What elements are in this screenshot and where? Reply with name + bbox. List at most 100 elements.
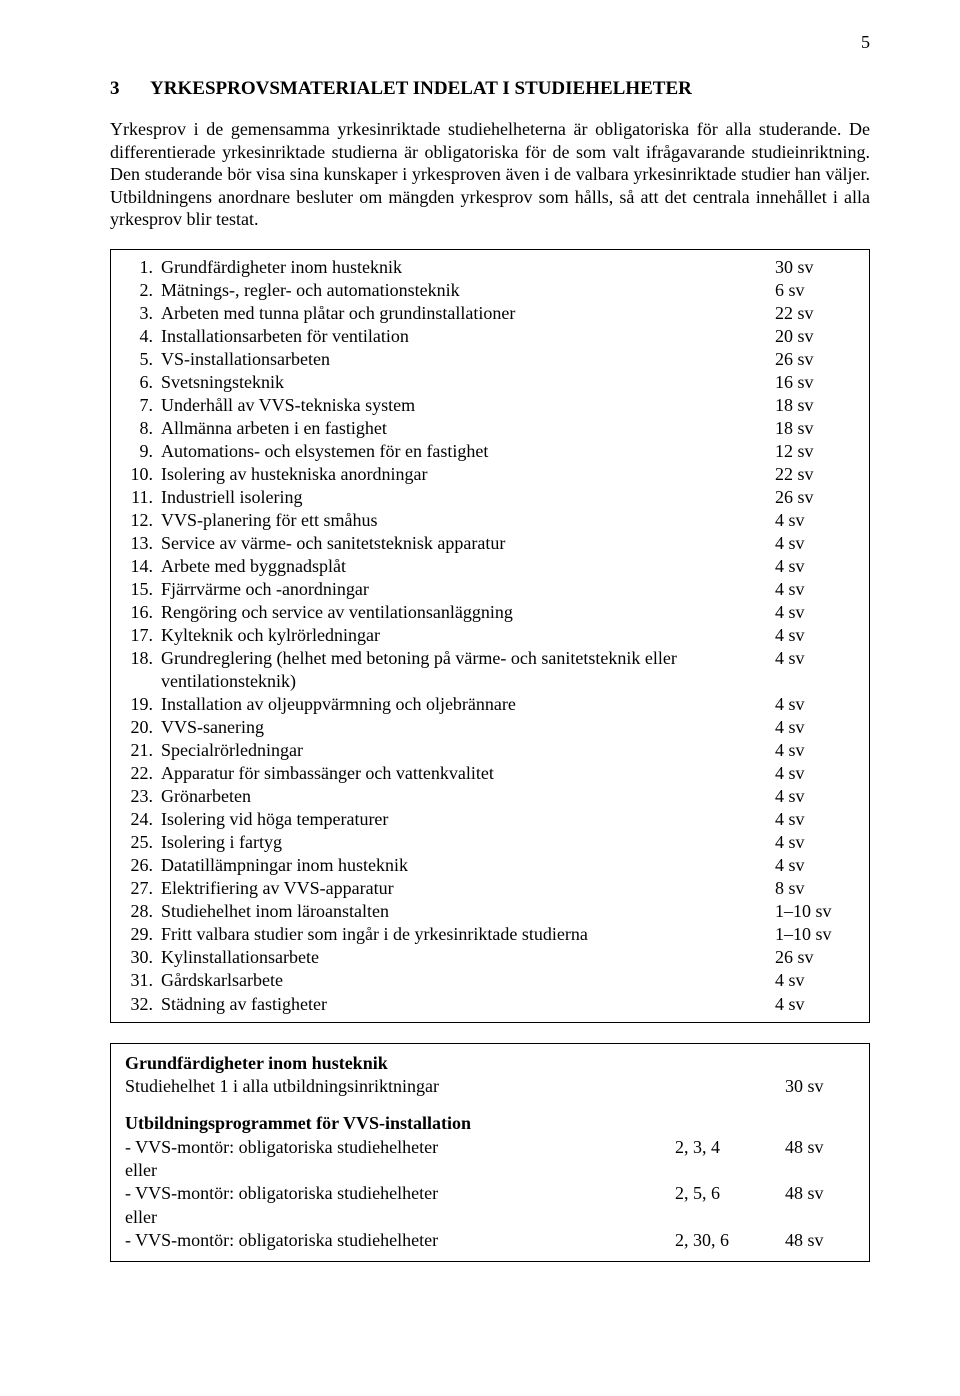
list-item-number: 13. [125,532,159,555]
list-item-label: Isolering vid höga temperaturer [159,808,775,831]
list-item-value: 4 sv [775,831,855,854]
list-item: 19.Installation av oljeuppvärmning och o… [125,693,855,716]
list-item-label: Datatillämpningar inom husteknik [159,854,775,877]
list-item-label: Kylinstallationsarbete [159,946,775,969]
list-item-label: Grundfärdigheter inom husteknik [159,256,775,279]
list-item: 30.Kylinstallationsarbete26 sv [125,946,855,969]
study-list-box: 1.Grundfärdigheter inom husteknik30 sv2.… [110,249,870,1023]
program-subtitle-col2 [675,1075,785,1098]
page-number: 5 [861,32,870,53]
list-item-value: 4 sv [775,993,855,1016]
list-item-value: 22 sv [775,463,855,486]
list-item-value: 4 sv [775,969,855,992]
list-item-label: Rengöring och service av ventilationsanl… [159,601,775,624]
list-item-number: 24. [125,808,159,831]
list-item-label: Isolering i fartyg [159,831,775,854]
list-item-number: 6. [125,371,159,394]
list-item: 2.Mätnings-, regler- och automationstekn… [125,279,855,302]
list-item-value: 4 sv [775,785,855,808]
heading-text: YRKESPROVSMATERIALET INDELAT I STUDIEHEL… [150,78,692,99]
list-item-value: 1–10 sv [775,900,855,923]
list-item-number: 18. [125,647,159,693]
list-item-value: 26 sv [775,486,855,509]
list-item: 15.Fjärrvärme och -anordningar4 sv [125,578,855,601]
program-row-value [785,1206,855,1229]
list-item-label: Installationsarbeten för ventilation [159,325,775,348]
list-item-label: Grönarbeten [159,785,775,808]
program-row-label: eller [125,1159,675,1182]
list-item-value: 4 sv [775,509,855,532]
program-rows: - VVS-montör: obligatoriska studiehelhet… [125,1136,855,1253]
list-item-number: 22. [125,762,159,785]
list-item-label: Arbete med byggnadsplåt [159,555,775,578]
list-item-value: 18 sv [775,417,855,440]
list-item: 4.Installationsarbeten för ventilation20… [125,325,855,348]
list-item: 17.Kylteknik och kylrörledningar4 sv [125,624,855,647]
list-item: 7.Underhåll av VVS-tekniska system18 sv [125,394,855,417]
list-item: 21.Specialrörledningar4 sv [125,739,855,762]
list-item-label: Underhåll av VVS-tekniska system [159,394,775,417]
list-item-number: 12. [125,509,159,532]
program-row-codes: 2, 5, 6 [675,1182,785,1205]
list-item: 31.Gårdskarlsarbete 4 sv [125,969,855,992]
list-item-value: 6 sv [775,279,855,302]
list-item: 24.Isolering vid höga temperaturer4 sv [125,808,855,831]
list-item-number: 10. [125,463,159,486]
list-item-number: 20. [125,716,159,739]
list-item-label: Städning av fastigheter [159,993,775,1016]
list-item-value: 4 sv [775,808,855,831]
heading-number: 3 [110,78,146,100]
list-item: 16.Rengöring och service av ventilations… [125,601,855,624]
list-item: 13.Service av värme- och sanitetsteknisk… [125,532,855,555]
list-item: 25.Isolering i fartyg4 sv [125,831,855,854]
list-item-value: 1–10 sv [775,923,855,946]
list-item-number: 14. [125,555,159,578]
list-item-value: 4 sv [775,555,855,578]
list-item-number: 7. [125,394,159,417]
list-item-label: Fjärrvärme och -anordningar [159,578,775,601]
list-item-label: Svetsningsteknik [159,371,775,394]
list-item-label: VVS-planering för ett småhus [159,509,775,532]
program-row-codes: 2, 3, 4 [675,1136,785,1159]
list-item-number: 26. [125,854,159,877]
list-item-value: 16 sv [775,371,855,394]
list-item-label: Elektrifiering av VVS-apparatur [159,877,775,900]
list-item-value: 4 sv [775,693,855,716]
program-row-label: - VVS-montör: obligatoriska studiehelhet… [125,1229,675,1252]
list-item-label: Arbeten med tunna plåtar och grundinstal… [159,302,775,325]
program-row-value: 48 sv [785,1136,855,1159]
intro-paragraph: Yrkesprov i de gemensamma yrkesinriktade… [110,118,870,231]
list-item-number: 30. [125,946,159,969]
list-item: 29.Fritt valbara studier som ingår i de … [125,923,855,946]
list-item: 1.Grundfärdigheter inom husteknik30 sv [125,256,855,279]
program-row: eller [125,1206,855,1229]
list-item-number: 31. [125,969,159,992]
program-row-label: eller [125,1206,675,1229]
list-item-label: Isolering av hustekniska anordningar [159,463,775,486]
list-item: 20.VVS-sanering4 sv [125,716,855,739]
list-item-number: 5. [125,348,159,371]
list-item-value: 30 sv [775,256,855,279]
list-item-value: 4 sv [775,624,855,647]
list-item-value: 4 sv [775,532,855,555]
list-item: 3.Arbeten med tunna plåtar och grundinst… [125,302,855,325]
program-subtitle-row: Studiehelhet 1 i alla utbildningsinriktn… [125,1075,855,1098]
program-row-label: - VVS-montör: obligatoriska studiehelhet… [125,1136,675,1159]
list-item-value: 20 sv [775,325,855,348]
list-item-value: 4 sv [775,762,855,785]
program-box: Grundfärdigheter inom husteknik Studiehe… [110,1043,870,1262]
list-item-label: Grundreglering (helhet med betoning på v… [159,647,775,693]
program-row: - VVS-montör: obligatoriska studiehelhet… [125,1136,855,1159]
list-item-label: Automations- och elsystemen för en fasti… [159,440,775,463]
list-item-number: 29. [125,923,159,946]
program-subtitle-val: 30 sv [785,1075,855,1098]
list-item-value: 4 sv [775,854,855,877]
program-row: - VVS-montör: obligatoriska studiehelhet… [125,1182,855,1205]
list-item: 6.Svetsningsteknik16 sv [125,371,855,394]
list-item-label: VS-installationsarbeten [159,348,775,371]
list-item-number: 3. [125,302,159,325]
list-item-label: VVS-sanering [159,716,775,739]
program-row-codes: 2, 30, 6 [675,1229,785,1252]
program-row-label: - VVS-montör: obligatoriska studiehelhet… [125,1182,675,1205]
list-item: 11.Industriell isolering26 sv [125,486,855,509]
